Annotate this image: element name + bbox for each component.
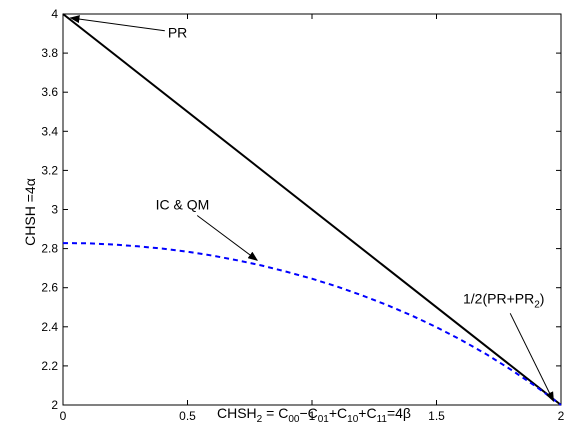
x-tick-label: 1: [309, 409, 316, 423]
y-tick-label: 3: [51, 203, 58, 217]
annotation-arrow: [509, 313, 554, 402]
y-tick-label: 3.2: [41, 163, 58, 177]
series-line-pr: [62, 13, 562, 406]
series-layer: [62, 13, 562, 406]
series-line-ic-qm: [62, 242, 562, 406]
x-axis-label: CHSH2 = C00−C01+C10+C11=4β: [217, 405, 411, 425]
annotation-arrow: [196, 215, 259, 261]
y-tick-label: 3.4: [41, 124, 58, 138]
y-tick-label: 2.4: [41, 320, 58, 334]
annotation-layer: PR IC & QM 1/2(PR+PR2): [69, 15, 554, 402]
x-tick-label: 2: [558, 409, 565, 423]
annotation-label: 1/2(PR+PR2): [463, 290, 544, 310]
y-tick-label: 3.6: [41, 85, 58, 99]
y-axis-ticks: 2 2.2 2.4 2.6 2.8 3 3.2 3.4 3.6 3.8 4: [41, 7, 561, 412]
y-tick-label: 4: [51, 7, 58, 21]
y-axis-label: CHSH =4α: [22, 178, 38, 246]
x-tick-label: 0: [60, 409, 67, 423]
annotation-label: IC & QM: [156, 197, 210, 213]
y-tick-label: 3.8: [41, 46, 58, 60]
x-axis-ticks: 0 0.5 1 1.5 2: [60, 14, 565, 423]
x-tick-label: 0.5: [179, 409, 196, 423]
y-tick-label: 2.2: [41, 359, 58, 373]
y-tick-label: 2.6: [41, 281, 58, 295]
annotation-label: PR: [168, 24, 187, 40]
y-tick-label: 2.8: [41, 242, 58, 256]
annotation-arrow: [69, 15, 165, 32]
y-tick-label: 2: [51, 398, 58, 412]
x-tick-label: 1.5: [428, 409, 445, 423]
